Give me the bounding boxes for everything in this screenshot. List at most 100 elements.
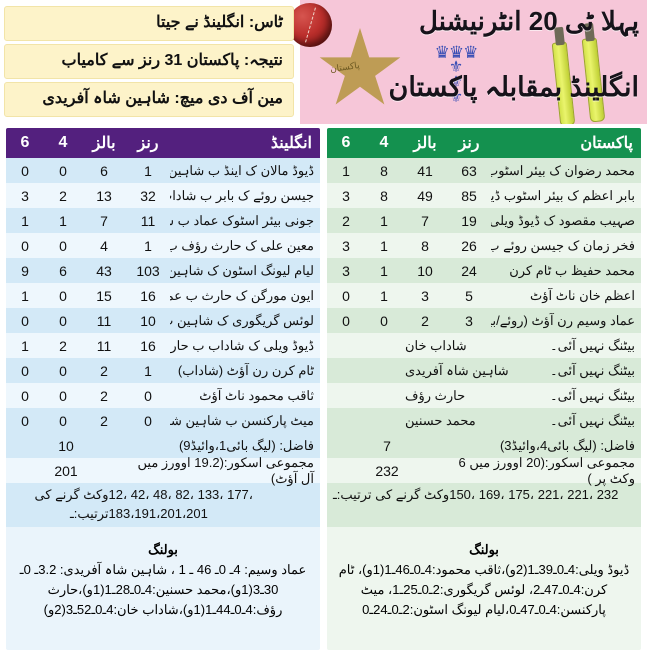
batsman-sixes: 9 bbox=[21, 262, 29, 279]
batsman-sixes: 1 bbox=[342, 162, 350, 179]
batsman-fours: 6 bbox=[59, 262, 67, 279]
pakistan-header-runs: رنز bbox=[458, 135, 480, 152]
did-not-bat-text: بیٹنگ نہیں آئی۔ bbox=[550, 337, 635, 353]
batsman-balls: 11 bbox=[96, 337, 112, 354]
fall-of-wickets-label: وکٹ گرنے کی ترتیب:ـ bbox=[34, 487, 109, 521]
total-row: 232 مجموعی اسکور:(20 اوورز میں 6 وکٹ پر ) bbox=[327, 455, 641, 486]
batsman-fours: 0 bbox=[59, 162, 67, 179]
batsman-balls: 6 bbox=[100, 162, 108, 179]
table-row: فخر زمان ک جیسن روئے ب ثاقب محمود 26 8 1 3 bbox=[327, 233, 641, 258]
england-header-balls: بالز bbox=[92, 135, 116, 152]
batsman-fours: 8 bbox=[380, 187, 388, 204]
result-value: پاکستان 31 رنز سے کامیاب bbox=[61, 52, 240, 69]
batsman-name: لیام لیونگ اسٹون ک شاہین ب شاداب bbox=[170, 262, 314, 278]
batsman-name: ایون مورگن ک حارث ب عماد وسیم bbox=[170, 287, 314, 303]
batsman-balls: 2 bbox=[421, 312, 429, 329]
fall-of-wickets-values: 12، 42، 48، 82، 133، 177، 183،191،201،20… bbox=[108, 487, 253, 521]
section-spacer bbox=[6, 527, 320, 537]
fall-of-wickets-row: وکٹ گرنے کی ترتیب:ـ 12، 42، 48، 82، 133،… bbox=[6, 483, 320, 527]
batsman-runs: 11 bbox=[140, 212, 156, 229]
table-row: میٹ پارکنسن ب شاہین شاہ آفریدی 0 2 0 0 bbox=[6, 408, 320, 433]
total-row: 201 مجموعی اسکور:(19.2 اوورز میں آل آؤٹ) bbox=[6, 454, 320, 486]
bowling-figures: عماد وسیم: 4ـ 0ـ 46 ـ 1 ، شاہین شاہ آفری… bbox=[19, 562, 307, 617]
batsman-name: ٹام کرن رن آؤٹ (شاداب) bbox=[177, 362, 314, 378]
pakistan-header-team: پاکستان bbox=[580, 135, 633, 152]
batsman-fours: 8 bbox=[380, 162, 388, 179]
batsman-sixes: 0 bbox=[342, 312, 350, 329]
pakistan-batting-rows: محمد رضوان ک بیئر اسٹوب ب گریگوری 63 41 8 1 ب… bbox=[327, 158, 641, 433]
batsman-sixes: 0 bbox=[21, 162, 29, 179]
batsman-sixes: 0 bbox=[21, 237, 29, 254]
england-batting-rows: ڈیوڈ مالان ک اینڈ ب شاہین شاہ آفریدی1600… bbox=[6, 158, 320, 433]
total-label: مجموعی اسکور:(20 اوورز میں 6 وکٹ پر ) bbox=[447, 455, 635, 487]
batsman-fours: 1 bbox=[380, 237, 388, 254]
table-row: عماد وسیم رن آؤٹ (روئے/بیئر اسٹو) 3 2 0 0 bbox=[327, 308, 641, 333]
batsman-name: اعظم خان ناٹ آؤٹ bbox=[529, 287, 635, 303]
table-row-did-not-bat: شاہین شاہ آفریدی بیٹنگ نہیں آئی۔ bbox=[327, 358, 641, 383]
fall-of-wickets-label: وکٹ گرنے کی ترتیب:ـ bbox=[333, 487, 450, 502]
pakistan-header-sixes: 6 bbox=[341, 134, 351, 151]
header-banner: پاکستان ♛♛♛ ⚜ ⚜ ⚜ پہلا ٹی 20 انٹرنیشنل ا… bbox=[0, 0, 647, 124]
toss-info-box: ٹاس: انگلینڈ نے جیتا bbox=[4, 6, 294, 41]
batsman-balls: 8 bbox=[421, 237, 429, 254]
fall-of-wickets-values: 150، 169، 175، 221، 221، 232 bbox=[449, 487, 619, 502]
batsman-runs: 3 bbox=[465, 312, 473, 329]
batsman-runs: 32 bbox=[140, 187, 156, 204]
extras-row: 7 فاضل: (لیگ بائی4،وائیڈ3) bbox=[327, 433, 641, 458]
batsman-fours: 1 bbox=[59, 212, 67, 229]
extras-label-text: فاضل: (لیگ بائی4،وائیڈ3) bbox=[499, 437, 635, 453]
batsman-name: شاداب خان bbox=[405, 337, 467, 353]
total-value: 201 bbox=[54, 462, 78, 479]
batsman-fours: 0 bbox=[59, 362, 67, 379]
england-table-header: انگلینڈ رنز بالز 4 6 bbox=[6, 128, 320, 158]
extras-value: 10 bbox=[58, 437, 74, 454]
banner-title-line1: پہلا ٹی 20 انٹرنیشنل bbox=[419, 6, 639, 36]
toss-value: انگلینڈ نے جیتا bbox=[156, 14, 245, 31]
extras-value: 7 bbox=[383, 437, 391, 454]
batsman-name: میٹ پارکنسن ب شاہین شاہ آفریدی bbox=[170, 412, 314, 428]
batsman-sixes: 3 bbox=[342, 262, 350, 279]
batsman-runs: 16 bbox=[140, 337, 156, 354]
batsman-sixes: 1 bbox=[21, 337, 29, 354]
england-header-fours: 4 bbox=[58, 134, 68, 151]
batsman-name: محمد حفیظ ب ٹام کرن bbox=[509, 262, 635, 278]
did-not-bat-entry: شاداب خان بیٹنگ نہیں آئی۔ bbox=[365, 338, 641, 354]
lion-icon: ⚜ bbox=[448, 89, 464, 106]
did-not-bat-text: بیٹنگ نہیں آئی۔ bbox=[550, 362, 635, 378]
section-spacer bbox=[327, 527, 641, 537]
table-row-did-not-bat: محمد حسنین بیٹنگ نہیں آئی۔ bbox=[327, 408, 641, 433]
batsman-sixes: 3 bbox=[342, 187, 350, 204]
batsman-fours: 2 bbox=[59, 187, 67, 204]
batsman-balls: 10 bbox=[417, 262, 433, 279]
table-row: جونی بیئر اسٹوک عماد ب شاہین آفریدی11711 bbox=[6, 208, 320, 233]
batsman-name: صہیب مقصود ک ڈیوڈ ویلی ب ٹام کرن bbox=[491, 212, 635, 228]
batsman-sixes: 0 bbox=[21, 362, 29, 379]
table-row: ڈیوڈ مالان ک اینڈ ب شاہین شاہ آفریدی 1 6 0 0 bbox=[6, 158, 320, 183]
extras-label-text: فاضل: (لیگ بائی1،وائیڈ9) bbox=[178, 437, 314, 453]
batsman-runs: 85 bbox=[461, 187, 477, 204]
batsman-runs: 1 bbox=[144, 162, 152, 179]
batsman-balls: 4 bbox=[100, 237, 108, 254]
cricket-ball-icon bbox=[288, 3, 332, 47]
total-label-text: مجموعی اسکور:(19.2 اوورز میں آل آؤٹ) bbox=[137, 454, 314, 486]
fall-of-wickets-row: وکٹ گرنے کی ترتیب:ـ 150، 169، 175، 221، … bbox=[327, 483, 641, 527]
england-header-runs: رنز bbox=[137, 135, 159, 152]
batsman-name: جیسن روئے ک بابر ب شاداب خان bbox=[170, 187, 314, 203]
batsman-name: محمد حسنین bbox=[405, 412, 476, 428]
table-row: جیسن روئے ک بابر ب شاداب خان 32 13 2 3 bbox=[6, 183, 320, 208]
pakistan-scorecard: پاکستان رنز بالز 4 6 محمد رضوان ک بیئر ا… bbox=[327, 128, 641, 650]
batsman-name: ڈیوڈ ویلی ک شاداب ب حارث bbox=[170, 337, 314, 353]
extras-label: فاضل: (لیگ بائی1،وائیڈ9) bbox=[126, 438, 314, 454]
batsman-sixes: 0 bbox=[21, 387, 29, 404]
batsman-name: عماد وسیم رن آؤٹ (روئے/بیئر اسٹو) bbox=[491, 312, 635, 328]
ball-seam bbox=[305, 7, 316, 43]
table-row: ڈیوڈ ویلی ک شاداب ب حارث 16 11 2 1 bbox=[6, 333, 320, 358]
bowling-title: بولنگ bbox=[148, 542, 178, 557]
batsman-balls: 3 bbox=[421, 287, 429, 304]
batsman-runs: 16 bbox=[140, 287, 156, 304]
table-row: ایون مورگن ک حارث ب عماد وسیم 16 15 0 1 bbox=[6, 283, 320, 308]
batsman-balls: 2 bbox=[100, 362, 108, 379]
batsman-name: لوئس گریگوری ک شاہین ب شاداب خان bbox=[170, 312, 314, 328]
batsman-fours: 0 bbox=[59, 237, 67, 254]
batsman-runs: 19 bbox=[461, 212, 477, 229]
